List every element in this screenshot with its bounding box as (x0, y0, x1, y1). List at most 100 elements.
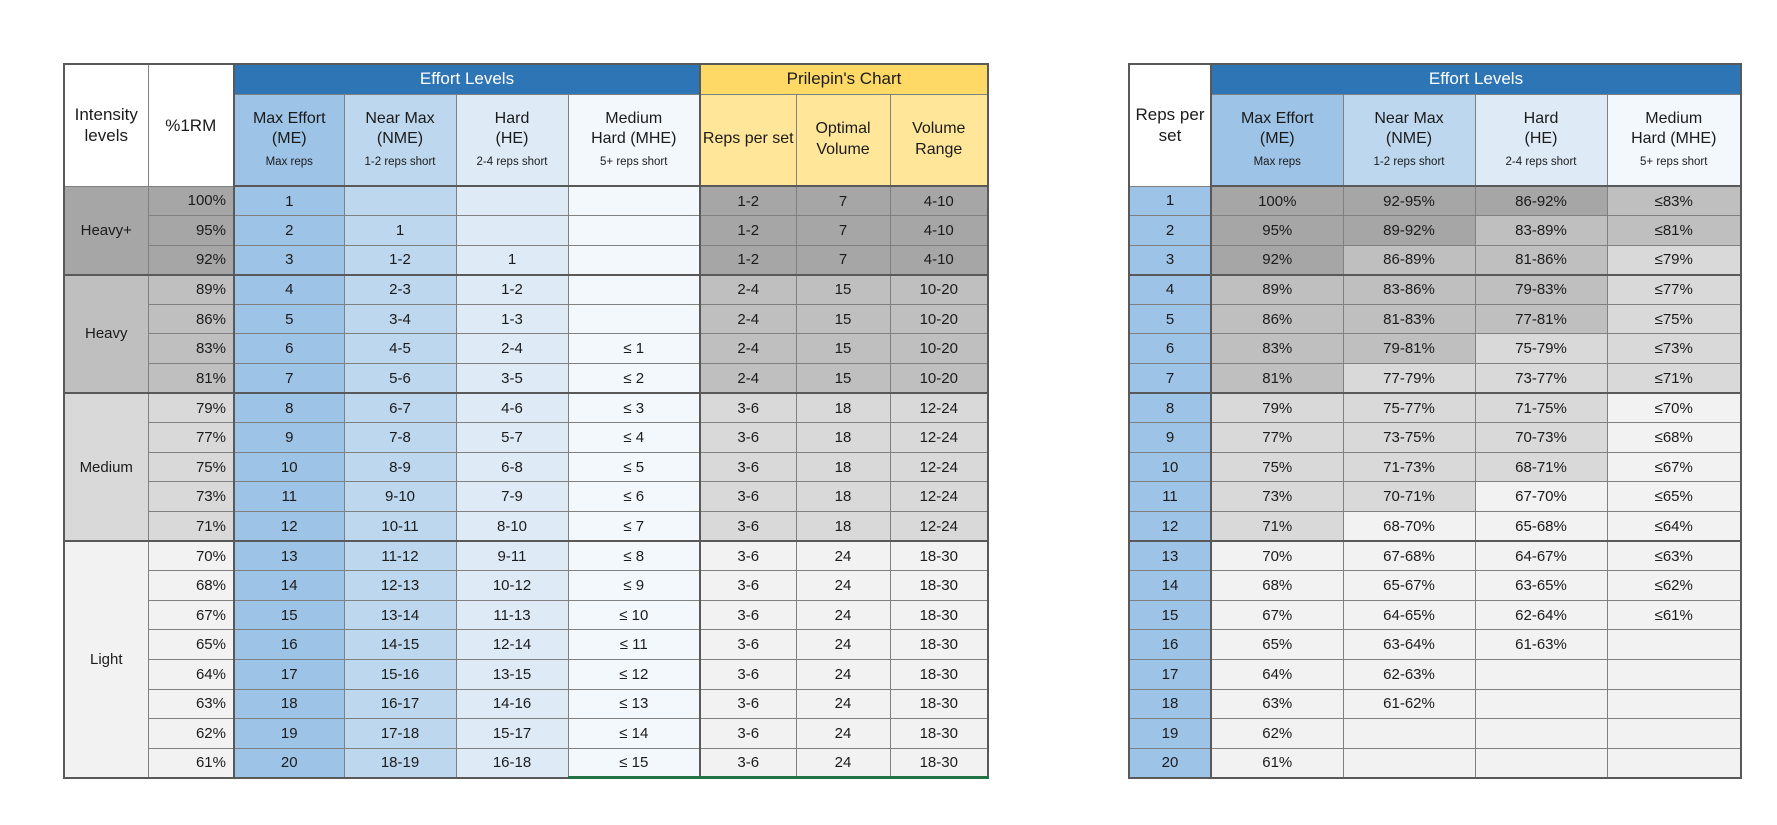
near-max-cell: 15-16 (343, 659, 457, 690)
volume-range-cell: 18-30 (889, 688, 989, 720)
one-rm-cell: 73% (147, 481, 235, 513)
hard-cell: 11-13 (455, 599, 569, 631)
medium-hard-cell (1606, 718, 1742, 749)
max-effort-cell: 79% (1210, 392, 1344, 424)
hard-cell (1474, 688, 1608, 720)
hard-cell (1474, 718, 1608, 749)
table-row: Reps per set Effort Levels (1128, 63, 1742, 187)
max-effort-cell: 63% (1210, 688, 1344, 720)
column-subtitle: 5+ reps short (600, 156, 668, 169)
max-effort-cell: 71% (1210, 511, 1344, 542)
medium-hard-cell: ≤62% (1606, 570, 1742, 601)
reps-per-set-cell: 3-6 (699, 392, 797, 424)
table-row: 11 73% 70-71% 67-70% ≤65% (1128, 481, 1742, 513)
near-max-cell (343, 185, 457, 217)
intensity-level-cell: Medium (63, 392, 149, 542)
optimal-volume-cell: 24 (795, 747, 891, 780)
reps-per-set-cell: 13 (1128, 540, 1212, 572)
optimal-volume-cell: 18 (795, 481, 891, 513)
near-max-cell: 5-6 (343, 363, 457, 394)
medium-hard-cell (567, 273, 701, 305)
max-effort-cell: 16 (233, 629, 345, 660)
column-title: Medium (1645, 110, 1703, 128)
max-effort-cell: 17 (233, 659, 345, 690)
column-title: (HE) (1524, 130, 1558, 148)
medium-hard-cell (567, 215, 701, 246)
table-row: Max Effort (ME) Max reps Near Max (NME) … (64, 93, 989, 187)
reps-per-set-cell: 17 (1128, 659, 1212, 690)
hard-column-header: Hard (HE) 2-4 reps short (1474, 93, 1608, 187)
table-row: Heavy+ 100% 1 1-2 7 4-10 (63, 185, 989, 276)
intensity-level-cell: Heavy+ (63, 185, 149, 276)
reps-per-set-cell: 20 (1128, 747, 1212, 779)
near-max-cell: 11-12 (343, 540, 457, 572)
hard-cell: 62-64% (1474, 599, 1608, 631)
column-subtitle: Max reps (265, 156, 313, 169)
table-row: 15 67% 64-65% 62-64% ≤61% (1128, 599, 1742, 631)
medium-hard-cell: ≤ 14 (567, 718, 701, 749)
table-row: Medium 79% 8 6-7 4-6 ≤ 3 3-6 18 12-24 (63, 392, 989, 542)
table-row: 13 70% 67-68% 64-67% ≤63% (1128, 540, 1742, 572)
table-row: 86% 5 3-4 1-3 2-4 15 10-20 (64, 303, 989, 335)
volume-range-cell: 12-24 (889, 451, 989, 483)
one-rm-cell: 77% (147, 422, 235, 453)
optimal-volume-cell: 24 (795, 718, 891, 749)
hard-cell: 86-92% (1474, 185, 1608, 217)
hard-cell: 83-89% (1474, 215, 1608, 246)
column-title: Hard (1523, 110, 1559, 128)
near-max-cell: 71-73% (1342, 451, 1476, 483)
reps-per-set-cell: 16 (1128, 629, 1212, 660)
near-max-cell: 67-68% (1342, 540, 1476, 572)
table-row: 75% 10 8-9 6-8 ≤ 5 3-6 18 12-24 (64, 451, 989, 483)
max-effort-cell: 15 (233, 599, 345, 631)
max-effort-cell: 7 (233, 363, 345, 394)
medium-hard-cell: ≤75% (1606, 303, 1742, 335)
hard-cell: 77-81% (1474, 303, 1608, 335)
one-rm-cell: 81% (147, 363, 235, 394)
reps-per-set-cell: 3-6 (699, 570, 797, 601)
reps-per-set-cell: 3-6 (699, 629, 797, 660)
medium-hard-cell: ≤68% (1606, 422, 1742, 453)
medium-hard-cell: ≤81% (1606, 215, 1742, 246)
one-rm-cell: 83% (147, 333, 235, 365)
column-title: (ME) (1259, 130, 1295, 148)
reps-per-set-cell: 3 (1128, 244, 1212, 276)
hard-cell: 13-15 (455, 659, 569, 690)
column-subtitle: Max reps (1253, 156, 1301, 169)
hard-cell: 9-11 (455, 540, 569, 572)
hard-cell: 12-14 (455, 629, 569, 660)
intensity-levels-header: Intensity levels (63, 63, 149, 187)
reps-per-set-header: Reps per set (1128, 63, 1212, 187)
effort-levels-header: Effort Levels (233, 63, 701, 95)
volume-range-cell: 4-10 (889, 244, 989, 276)
column-title: Hard (494, 110, 530, 128)
medium-hard-cell: ≤77% (1606, 273, 1742, 305)
one-rm-cell: 64% (147, 659, 235, 690)
reps-per-set-cell: 3-6 (699, 688, 797, 720)
volume-range-cell: 18-30 (889, 599, 989, 631)
table-row: 64% 17 15-16 13-15 ≤ 12 3-6 24 18-30 (64, 659, 989, 690)
hard-cell: 4-6 (455, 392, 569, 424)
medium-hard-cell (1606, 629, 1742, 660)
optimal-volume-cell: 7 (795, 185, 891, 217)
medium-hard-cell (1606, 659, 1742, 690)
reps-per-set-cell: 1-2 (699, 244, 797, 276)
medium-hard-cell: ≤71% (1606, 363, 1742, 394)
hard-cell: 67-70% (1474, 481, 1608, 513)
optimal-volume-cell: 18 (795, 392, 891, 424)
volume-range-cell: 18-30 (889, 540, 989, 572)
reps-per-set-cell: 3-6 (699, 659, 797, 690)
medium-hard-cell: ≤ 8 (567, 540, 701, 572)
max-effort-cell: 81% (1210, 363, 1344, 394)
table-row: 68% 14 12-13 10-12 ≤ 9 3-6 24 18-30 (64, 570, 989, 601)
table-row: 65% 16 14-15 12-14 ≤ 11 3-6 24 18-30 (64, 629, 989, 660)
medium-hard-cell: ≤ 11 (567, 629, 701, 660)
near-max-cell: 12-13 (343, 570, 457, 601)
medium-hard-cell: ≤ 6 (567, 481, 701, 513)
table-row: 9 77% 73-75% 70-73% ≤68% (1128, 422, 1742, 453)
table-row: 63% 18 16-17 14-16 ≤ 13 3-6 24 18-30 (64, 688, 989, 720)
hard-cell (1474, 747, 1608, 779)
hard-cell: 81-86% (1474, 244, 1608, 276)
effort-levels-header: Effort Levels (1210, 63, 1742, 95)
